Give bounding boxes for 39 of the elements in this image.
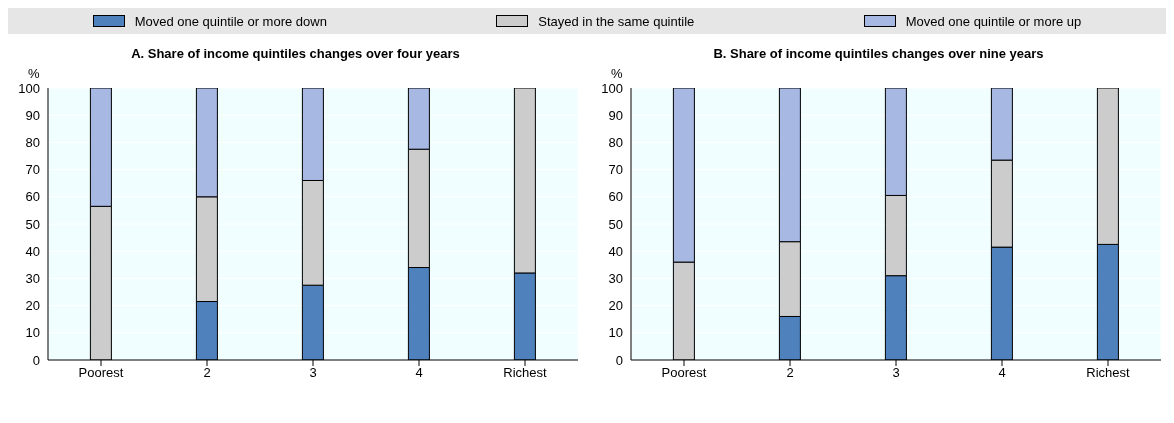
x-tick-label: Richest	[503, 365, 548, 381]
y-tick-label: 80	[25, 135, 40, 151]
y-tick-label: 30	[25, 271, 40, 287]
y-tick-label: 0	[615, 352, 623, 368]
y-tick-label: 60	[608, 189, 623, 205]
y-tick-label: 100	[601, 80, 623, 96]
x-tick-label: Richest	[1086, 365, 1131, 381]
y-tick-label: 40	[608, 243, 623, 259]
x-tick-label: Poorest	[78, 365, 124, 381]
y-tick-label: 90	[25, 107, 40, 123]
x-tick-label: 4	[415, 365, 423, 381]
y-tick-label: 50	[25, 216, 40, 232]
x-tick-label: 2	[786, 365, 794, 381]
y-tick-label: 20	[25, 298, 40, 314]
x-tick-label: 3	[892, 365, 900, 381]
y-tick-label: 0	[32, 352, 40, 368]
y-tick-label: 70	[25, 162, 40, 178]
y-tick-label: 40	[25, 243, 40, 259]
x-tick-label: 4	[998, 365, 1006, 381]
y-tick-label: 90	[608, 107, 623, 123]
y-tick-label: 100	[18, 80, 40, 96]
chart-title: B. Share of income quintiles changes over nine years	[712, 45, 1045, 63]
y-tick-label: 30	[608, 271, 623, 287]
y-tick-label: 60	[25, 189, 40, 205]
x-tick-label: 2	[203, 365, 211, 381]
y-axis-title: %	[611, 66, 623, 81]
y-tick-label: 10	[608, 325, 623, 341]
x-tick-label: Poorest	[661, 365, 707, 381]
y-axis-title: %	[28, 66, 40, 81]
y-tick-label: 20	[608, 298, 623, 314]
legend-label: Moved one quintile or more up	[905, 13, 1082, 29]
y-tick-label: 10	[25, 325, 40, 341]
x-tick-label: 3	[309, 365, 317, 381]
legend-label: Moved one quintile or more down	[134, 13, 327, 29]
y-tick-label: 70	[608, 162, 623, 178]
y-tick-label: 80	[608, 135, 623, 151]
y-tick-label: 50	[608, 216, 623, 232]
chart-title: A. Share of income quintiles changes over four years	[130, 45, 461, 63]
legend-label: Stayed in the same quintile	[538, 13, 695, 29]
